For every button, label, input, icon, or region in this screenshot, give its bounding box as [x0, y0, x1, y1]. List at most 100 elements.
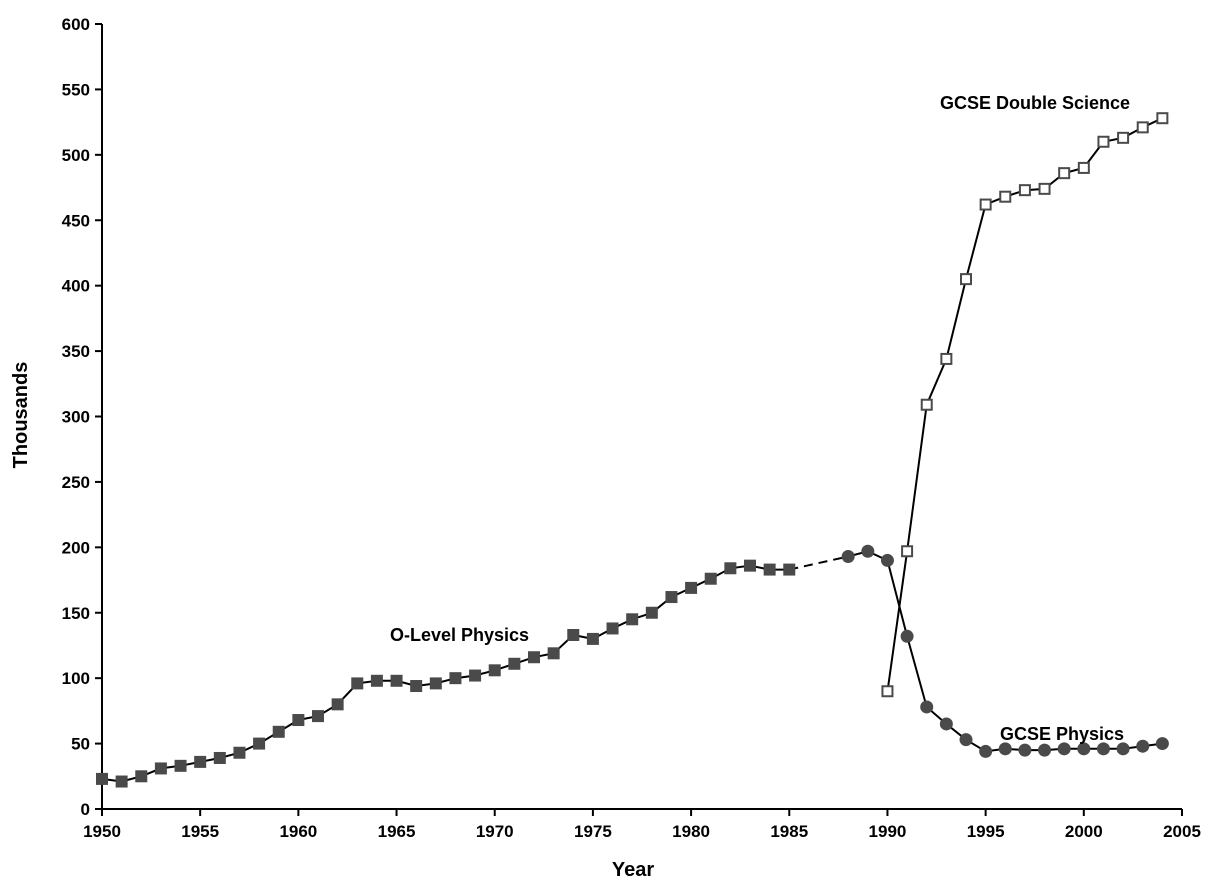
point-s1	[1018, 743, 1032, 757]
point-s2	[901, 545, 914, 558]
point-s0	[96, 772, 108, 785]
point-s0	[390, 674, 403, 687]
x-tick-label: 1995	[967, 822, 1005, 841]
point-s0	[783, 563, 796, 576]
y-tick-label: 600	[62, 15, 90, 34]
point-s0	[449, 672, 462, 685]
x-tick-label: 1960	[279, 822, 317, 841]
point-s2	[1018, 184, 1031, 197]
point-s1	[959, 733, 973, 747]
point-s0	[312, 710, 324, 723]
point-s0	[410, 680, 423, 693]
point-s1	[1136, 739, 1150, 753]
x-tick-label: 1955	[181, 822, 219, 841]
point-s1	[900, 629, 914, 643]
point-s0	[253, 737, 266, 750]
point-s0	[115, 775, 128, 788]
point-s1	[841, 549, 855, 563]
point-s0	[213, 751, 226, 764]
point-s0	[469, 669, 482, 682]
point-s0	[370, 674, 383, 687]
markers	[96, 112, 1169, 788]
y-tick-label: 300	[62, 408, 90, 427]
point-s0	[626, 613, 639, 626]
point-s0	[154, 762, 167, 775]
series-connector-dashed	[789, 555, 849, 571]
series-label-gcse-physics: GCSE Physics	[1000, 724, 1124, 744]
point-s2	[920, 398, 933, 411]
point-s2	[1038, 182, 1051, 195]
y-tick-label: 400	[62, 277, 90, 296]
x-tick-label: 1975	[574, 822, 612, 841]
x-axis-title: Year	[612, 859, 654, 879]
point-s0	[233, 746, 246, 759]
point-s0	[665, 591, 678, 604]
y-tick-label: 350	[62, 342, 90, 361]
point-s0	[174, 759, 187, 772]
y-axis-title: Thousands	[10, 362, 32, 469]
point-s0	[351, 677, 364, 690]
point-s0	[685, 581, 698, 594]
point-s0	[429, 677, 442, 690]
point-s0	[135, 770, 148, 783]
point-s0	[645, 606, 658, 619]
point-s0	[292, 714, 305, 727]
point-s0	[724, 562, 737, 575]
point-s0	[567, 628, 580, 641]
point-s1	[998, 742, 1012, 756]
point-s1	[979, 744, 993, 758]
x-tick-label: 1985	[770, 822, 808, 841]
series-line-1	[847, 550, 1163, 753]
point-s0	[763, 563, 776, 576]
series-label-gcse-double-science: GCSE Double Science	[940, 93, 1130, 113]
series-lines	[101, 117, 1163, 783]
point-s0	[194, 755, 207, 768]
point-s2	[1097, 135, 1110, 148]
point-s2	[960, 273, 972, 286]
point-s0	[331, 698, 344, 711]
point-s0	[508, 657, 521, 670]
point-s2	[940, 352, 953, 365]
labels: Year Thousands O-Level Physics GCSE Phys…	[10, 93, 1130, 879]
series-line-0	[101, 564, 790, 783]
point-s1	[880, 553, 894, 567]
point-s2	[1058, 167, 1071, 180]
point-s1	[1116, 742, 1130, 756]
y-tick-label: 0	[81, 800, 90, 819]
point-s2	[1156, 112, 1169, 125]
y-tick-label: 100	[62, 669, 90, 688]
x-tick-label: 1980	[672, 822, 710, 841]
point-s1	[1096, 742, 1110, 756]
point-s0	[704, 572, 717, 585]
point-s2	[1136, 121, 1149, 134]
point-s0	[744, 559, 756, 572]
point-s1	[1155, 737, 1169, 751]
x-tick-label: 1970	[476, 822, 514, 841]
point-s2	[881, 685, 894, 698]
y-tick-label: 200	[62, 538, 90, 557]
x-tick-label: 1965	[378, 822, 416, 841]
point-s0	[606, 622, 619, 635]
y-tick-label: 150	[62, 604, 90, 623]
axes: 0 50 100 150 200 250 300 350 400 450 500 550 600 1950…	[62, 15, 1201, 841]
point-s1	[1077, 742, 1091, 756]
point-s1	[920, 700, 934, 714]
y-tick-label: 250	[62, 473, 90, 492]
point-s1	[1057, 742, 1071, 756]
point-s2	[1077, 161, 1090, 174]
y-tick-label: 50	[71, 735, 90, 754]
point-s2	[1117, 131, 1130, 144]
x-tick-label: 2005	[1163, 822, 1201, 841]
point-s0	[272, 725, 285, 738]
point-s1	[939, 717, 953, 731]
x-tick-label: 2000	[1065, 822, 1103, 841]
point-s2	[999, 190, 1012, 203]
point-s1	[1038, 743, 1052, 757]
x-tick-label: 1950	[83, 822, 121, 841]
point-s2	[979, 198, 992, 211]
x-tick-label: 1990	[869, 822, 907, 841]
series-label-olevel-physics: O-Level Physics	[390, 625, 529, 645]
y-tick-label: 550	[62, 80, 90, 99]
point-s0	[547, 647, 560, 660]
